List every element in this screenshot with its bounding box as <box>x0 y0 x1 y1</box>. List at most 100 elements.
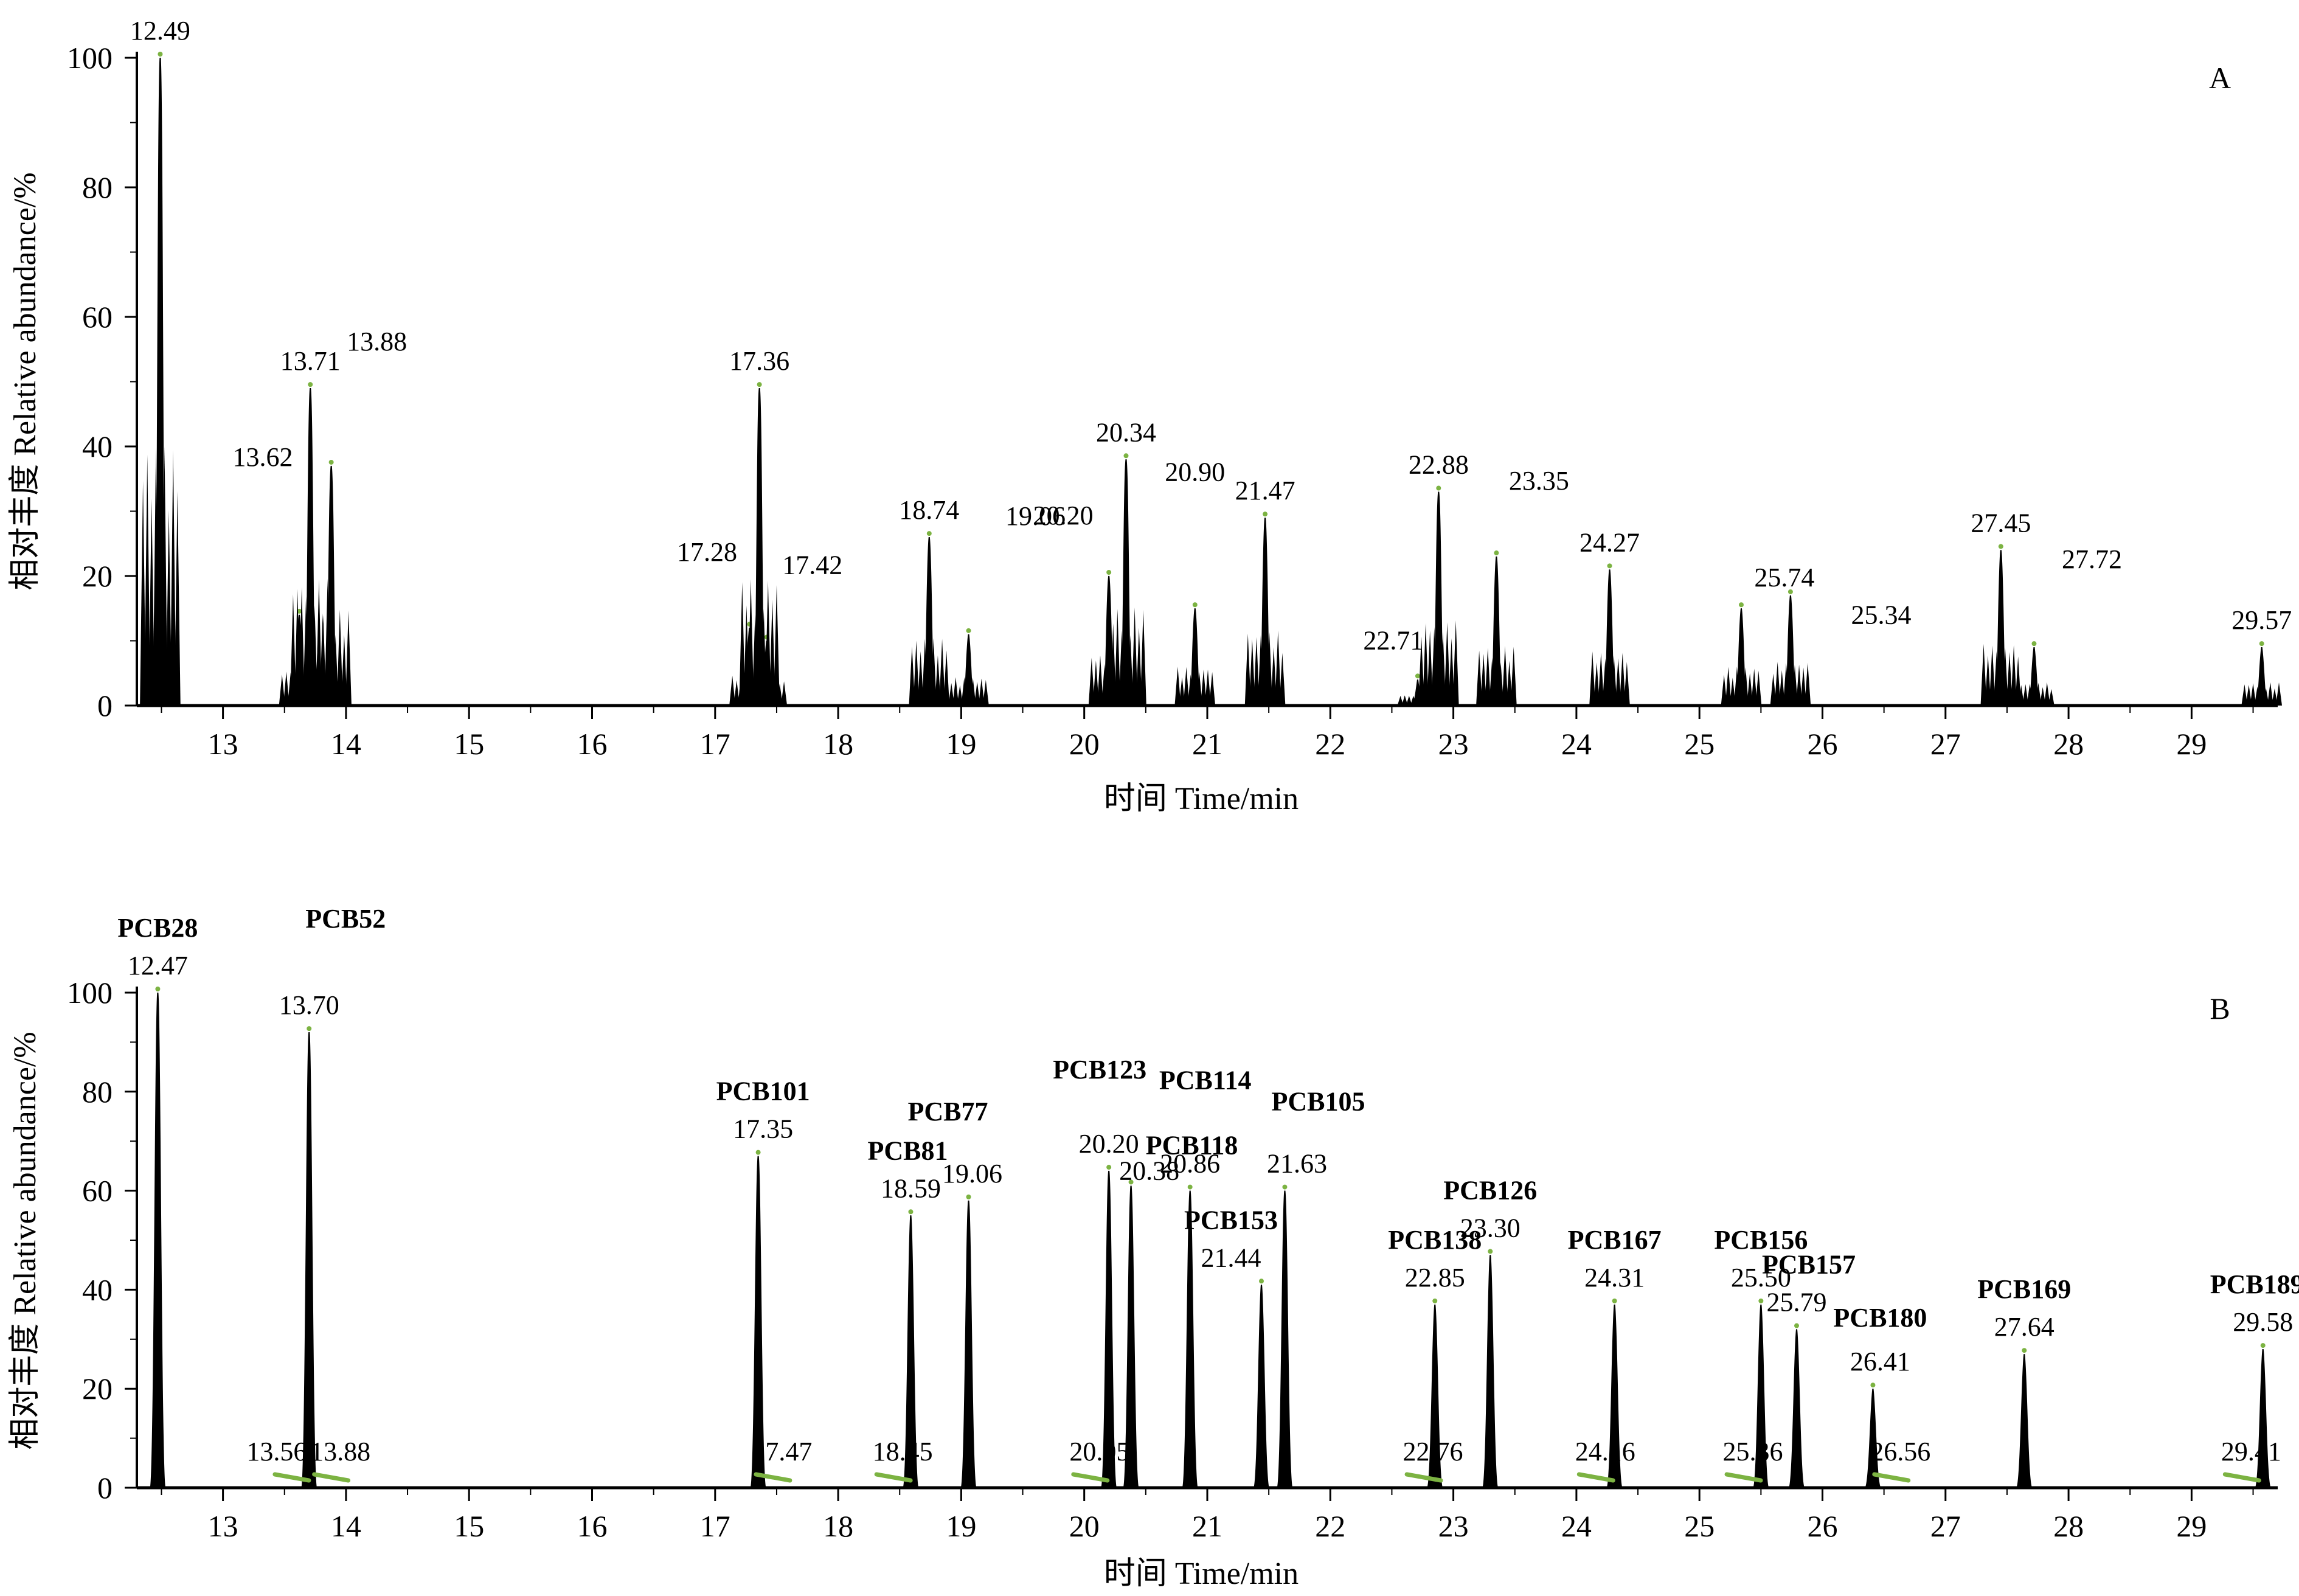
noise-peak <box>1101 664 1108 706</box>
x-tick-label: 22 <box>1315 727 1345 761</box>
peak-apex-marker <box>2022 1348 2027 1353</box>
y-tick-label: 20 <box>82 559 113 593</box>
x-tick-label: 26 <box>1807 1509 1837 1543</box>
chromatogram-panel-a: 13 14 15 16 17 18 19 20 21 22 23 24 25 26 27 28 29 0 20 40 6… <box>8 16 2292 816</box>
peak-compound-label: PCB157 <box>1762 1250 1856 1280</box>
peak-retention-label: 20.90 <box>1165 457 1225 487</box>
x-tick-label: 26 <box>1807 727 1837 761</box>
peak-retention-label: 25.34 <box>1851 600 1911 630</box>
peak-apex-marker <box>1128 1179 1134 1185</box>
noise-peak <box>1187 674 1194 706</box>
chromatogram-peak <box>300 1032 318 1488</box>
noise-peak <box>1589 651 1596 706</box>
noise-peak <box>917 651 924 706</box>
noise-peak <box>161 446 168 706</box>
peak-compound-label: PCB105 <box>1271 1087 1365 1117</box>
chromatogram-peak <box>1276 1190 1294 1488</box>
chromatogram-peak <box>2254 1348 2272 1488</box>
peak-apex-marker <box>926 531 932 536</box>
noise-peak <box>961 677 968 706</box>
peak-apex-marker <box>1758 1298 1764 1303</box>
noise-peak <box>2022 684 2029 706</box>
noise-peak <box>2271 688 2278 706</box>
baseline-marker-label: 22.76 <box>1403 1437 1463 1466</box>
noise-peak <box>1778 670 1785 706</box>
noise-peak <box>1497 662 1504 706</box>
peak-apex-marker <box>1106 1165 1112 1170</box>
noise-peak <box>170 450 176 706</box>
peak-apex-marker <box>1259 1279 1264 1284</box>
peak-apex-marker <box>1282 1184 1288 1190</box>
peak-retention-label: 26.41 <box>1850 1347 1910 1376</box>
noise-peak <box>1444 622 1451 706</box>
peak-retention-label: 13.71 <box>280 346 341 376</box>
x-tick-label: 15 <box>454 1509 484 1543</box>
peak-apex-marker <box>1106 570 1112 575</box>
peak-apex-marker <box>158 52 163 57</box>
x-tick-label: 28 <box>2053 727 2084 761</box>
y-axis-title: 相对丰度 Relative abundance/% <box>8 1032 43 1449</box>
x-tick-label: 27 <box>1930 727 1961 761</box>
x-tick-label: 18 <box>823 727 853 761</box>
noise-peak <box>2014 683 2020 706</box>
peak-retention-label: 19.06 <box>942 1159 1002 1188</box>
peak-retention-label: 13.62 <box>233 442 293 472</box>
x-tick-label: 20 <box>1069 1509 1100 1543</box>
noise-peak <box>777 683 783 706</box>
chromatogram-peak <box>2016 1354 2033 1488</box>
x-tick-label: 23 <box>1438 727 1469 761</box>
peak-apex-marker <box>1192 602 1198 608</box>
peak-apex-marker <box>966 628 971 633</box>
peak-apex-marker <box>2259 641 2264 647</box>
noise-peak <box>1448 638 1455 706</box>
x-tick-label: 18 <box>823 1509 853 1543</box>
noise-peak <box>1770 673 1777 706</box>
x-axis-title: 时间 Time/min <box>1104 782 1299 816</box>
noise-peak <box>934 655 941 706</box>
peak-apex-marker <box>1432 1298 1438 1303</box>
noise-peak <box>165 510 172 706</box>
noise-peak <box>290 594 296 706</box>
peak-retention-label: 25.74 <box>1754 563 1814 592</box>
noise-peak <box>1279 653 1286 706</box>
noise-peak <box>1196 671 1202 706</box>
noise-peak <box>772 680 778 706</box>
peak-retention-label: 22.71 <box>1363 625 1423 655</box>
peak-compound-label: PCB81 <box>867 1136 948 1165</box>
peak-retention-label: 21.44 <box>1201 1243 1261 1272</box>
noise-peak <box>1989 645 1996 706</box>
peak-retention-label: 17.28 <box>677 537 737 567</box>
peak-apex-marker <box>908 1209 914 1215</box>
noise-peak <box>1800 667 1807 706</box>
noise-peak <box>1725 667 1732 706</box>
noise-peak <box>1742 667 1749 706</box>
noise-peak <box>2035 682 2042 706</box>
noise-peak <box>2039 687 2046 706</box>
noise-peak <box>1118 630 1125 706</box>
baseline-marker <box>754 1472 792 1483</box>
noise-peak <box>747 579 754 706</box>
noise-peak <box>1127 635 1134 706</box>
noise-peak <box>1747 673 1753 706</box>
noise-peak <box>939 639 946 706</box>
noise-peak <box>1200 670 1207 706</box>
noise-peak <box>909 646 915 706</box>
chromatogram-peak <box>1864 1389 1882 1488</box>
x-tick-label: 28 <box>2053 1509 2084 1543</box>
noise-peak <box>1209 671 1216 706</box>
noise-peak <box>759 687 766 706</box>
x-tick-label: 29 <box>2176 727 2207 761</box>
noise-peak <box>1249 639 1255 706</box>
noise-peak <box>1092 660 1099 706</box>
baseline-marker-label: 18.45 <box>873 1437 933 1466</box>
peak-retention-label: 18.59 <box>881 1173 941 1203</box>
noise-peak <box>760 608 767 706</box>
noise-peak <box>341 634 347 706</box>
noise-peak <box>144 454 151 706</box>
baseline-marker <box>312 1472 351 1483</box>
noise-peak <box>1114 608 1121 706</box>
noise-peak <box>1623 662 1630 706</box>
noise-peak <box>174 491 181 706</box>
noise-peak <box>765 580 771 706</box>
peak-retention-label: 13.88 <box>347 327 407 356</box>
